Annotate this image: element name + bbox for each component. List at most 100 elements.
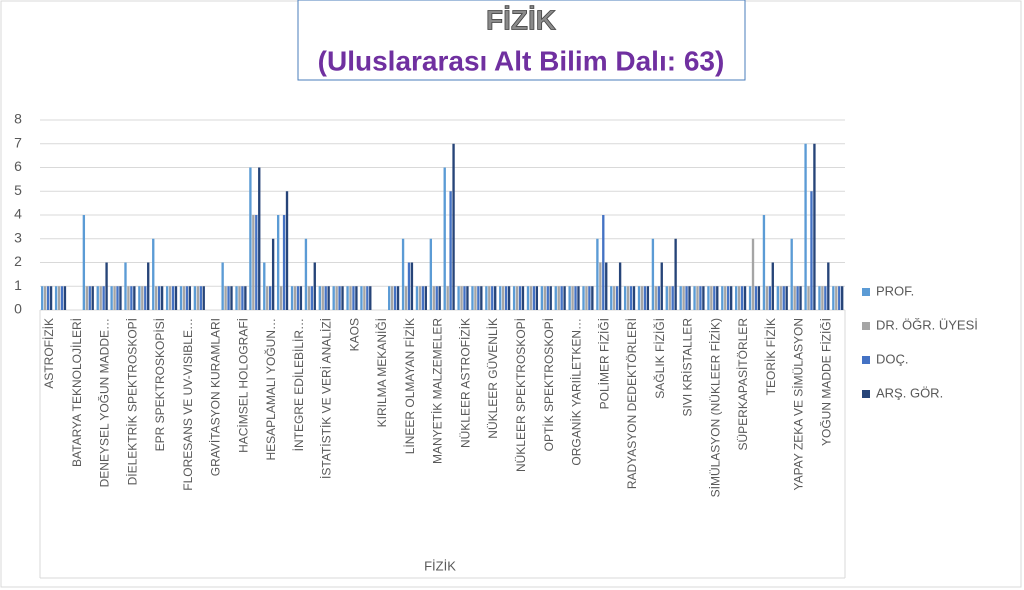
x-tick-label: OPTİK SPEKTROSKOPİ: [542, 318, 556, 451]
bar: [657, 286, 660, 310]
bar: [338, 286, 341, 310]
x-tick-label: NÜKLEER ASTROFİZİK: [458, 318, 472, 448]
bar: [185, 286, 189, 310]
bar: [196, 286, 200, 310]
bar: [713, 286, 716, 310]
bar: [263, 262, 266, 310]
bar: [613, 286, 616, 310]
bar: [796, 286, 799, 310]
bar: [152, 238, 155, 310]
bar: [282, 215, 286, 310]
bar: [127, 286, 130, 310]
bar: [41, 286, 44, 310]
bar: [518, 286, 522, 310]
bar: [296, 286, 300, 310]
bar: [147, 262, 150, 310]
bar: [105, 262, 108, 310]
bar: [360, 286, 363, 310]
legend-swatch: [862, 356, 870, 364]
bar: [99, 286, 102, 310]
bar: [546, 286, 549, 310]
bar: [605, 262, 608, 310]
bar: [740, 286, 744, 310]
y-tick-label: 2: [14, 253, 22, 269]
bar: [724, 286, 727, 310]
legend-label: ARŞ. GÖR.: [876, 385, 943, 400]
bar: [571, 286, 574, 310]
bar: [696, 286, 699, 310]
bar: [685, 286, 688, 310]
bar: [341, 286, 344, 310]
bar: [188, 286, 192, 310]
bar: [716, 286, 719, 310]
x-tick-label: YAPAY ZEKA VE SİMÜLASYON: [792, 318, 806, 491]
bar: [457, 286, 460, 310]
bar: [171, 286, 175, 310]
bar: [43, 286, 47, 310]
bar: [332, 286, 335, 310]
bar: [577, 286, 580, 310]
y-tick-label: 3: [14, 229, 22, 245]
bar: [432, 286, 435, 310]
x-tick-label: KAOS: [347, 318, 361, 351]
bar: [446, 286, 449, 310]
bar: [244, 286, 247, 310]
bar: [602, 215, 605, 310]
bar: [710, 286, 713, 310]
bar: [471, 286, 474, 310]
bar: [582, 286, 585, 310]
bar: [743, 286, 747, 310]
bar: [410, 262, 414, 310]
bar: [640, 286, 644, 310]
bar: [782, 286, 785, 310]
bar: [507, 286, 511, 310]
bar: [499, 286, 502, 310]
x-tick-label: SIVI KRİSTALLER: [681, 318, 695, 417]
bar: [238, 286, 241, 310]
bar: [363, 286, 366, 310]
x-tick-label: YOĞUN MADDE FİZİĞİ: [818, 318, 833, 446]
bar: [429, 238, 433, 310]
x-tick-label: SÜPERKAPASİTÖRLER: [736, 318, 750, 451]
legend-swatch: [862, 288, 870, 296]
bar: [269, 286, 272, 310]
bar: [102, 286, 105, 310]
bar: [160, 286, 164, 310]
bar: [230, 286, 233, 310]
bar: [521, 286, 525, 310]
bar: [665, 286, 668, 310]
bar: [138, 286, 141, 310]
bar: [668, 286, 671, 310]
y-tick-label: 0: [14, 301, 22, 317]
bar: [810, 191, 813, 310]
bar: [535, 286, 539, 310]
bar: [366, 286, 369, 310]
bar: [388, 286, 391, 310]
bar: [574, 286, 577, 310]
bar: [765, 286, 769, 310]
bar: [449, 191, 452, 310]
bar: [313, 262, 316, 310]
bar: [643, 286, 647, 310]
bar: [560, 286, 563, 310]
bar: [629, 286, 633, 310]
bar: [396, 286, 400, 310]
y-tick-label: 5: [14, 182, 22, 198]
bar: [474, 286, 477, 310]
bar: [460, 286, 463, 310]
bar: [165, 286, 169, 310]
bar: [293, 286, 297, 310]
bar: [157, 286, 161, 310]
bar: [46, 286, 50, 310]
x-tick-label: BATARYA TEKNOLOJİLERİ: [70, 318, 84, 467]
bar: [418, 286, 422, 310]
bar: [563, 286, 566, 310]
bar: [707, 286, 710, 310]
bar: [49, 286, 53, 310]
bar: [813, 143, 816, 310]
bar: [369, 286, 372, 310]
bar: [491, 286, 494, 310]
legend-label: DR. ÖĞR. ÜYESİ: [876, 317, 978, 332]
bar: [557, 286, 560, 310]
bar: [463, 286, 466, 310]
